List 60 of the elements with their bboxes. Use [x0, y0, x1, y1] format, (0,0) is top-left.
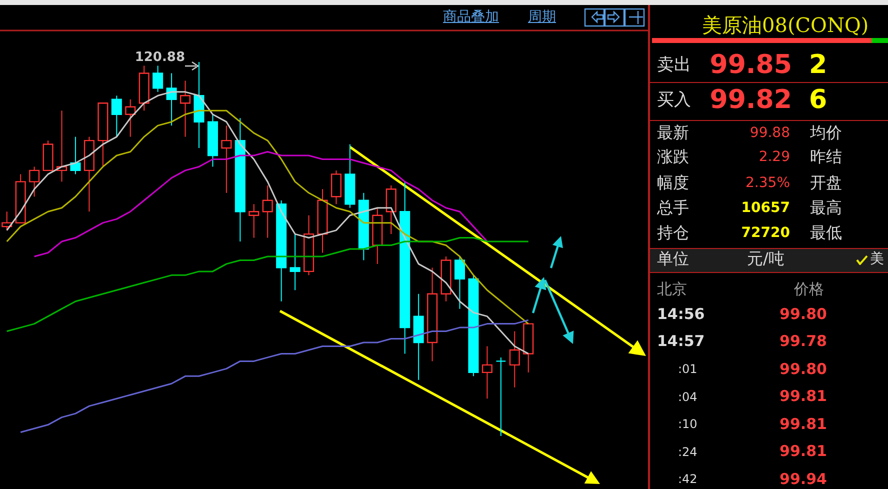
text: :24: [678, 444, 698, 459]
text: 99.94: [780, 470, 827, 488]
candlestick: [152, 65, 164, 92]
text: 14:56: [657, 304, 705, 323]
text: 单位: [657, 249, 689, 268]
text: 价格: [794, 280, 824, 298]
text: :10: [678, 417, 698, 432]
text: 开盘: [810, 173, 842, 192]
text: 最高: [810, 198, 842, 218]
candlestick: [496, 356, 506, 436]
text: 99.81: [780, 442, 827, 460]
candlestick: [180, 80, 191, 138]
text: 元/吨: [747, 249, 784, 268]
text: 10657: [741, 200, 790, 216]
candlestick: [221, 125, 232, 194]
text: 2.29: [758, 149, 790, 166]
candlestick: [262, 184, 273, 238]
text: 99.81: [780, 414, 827, 433]
text: 72720: [741, 225, 790, 242]
text: 99.80: [780, 360, 827, 378]
candlestick: [290, 234, 300, 291]
candlestick: [386, 184, 396, 235]
text: 99.78: [780, 332, 827, 350]
text: 涨跌: [657, 147, 689, 166]
candlestick: [248, 204, 260, 238]
candlestick: [111, 95, 122, 138]
candlestick: [330, 170, 342, 205]
text: 99.80: [780, 304, 827, 323]
text: 99.85: [710, 50, 792, 80]
text: 2: [809, 50, 828, 80]
text: 2.35%: [746, 175, 790, 192]
text: 6: [809, 84, 828, 115]
text: 卖出: [657, 54, 691, 75]
text: 99.82: [710, 84, 792, 115]
candlestick: [454, 256, 465, 310]
text: 买入: [657, 90, 691, 110]
text: 幅度: [657, 173, 689, 192]
text: 99.81: [780, 387, 827, 406]
text: :01: [678, 362, 698, 376]
text: 99.88: [750, 125, 790, 142]
text: 周期: [528, 9, 556, 26]
annotation: 120.88: [134, 50, 185, 65]
candlestick: [482, 346, 492, 400]
text: 商品叠加: [443, 9, 499, 26]
text: 均价: [810, 123, 842, 142]
text: 北京: [657, 280, 687, 298]
text: :04: [678, 390, 698, 404]
text: 最低: [810, 223, 842, 242]
text: 昨结: [810, 147, 842, 166]
candlestick: [509, 330, 520, 388]
text: 总手: [657, 198, 689, 218]
candlestick: [125, 98, 136, 138]
text: 14:57: [657, 332, 705, 350]
text: 持仓: [657, 223, 689, 242]
text: 最新: [657, 123, 689, 142]
text: 美: [870, 251, 884, 268]
candlestick: [2, 211, 12, 231]
candlestick: [29, 166, 40, 198]
text: :42: [678, 472, 698, 486]
text: 美原油08(CONQ): [702, 13, 869, 37]
